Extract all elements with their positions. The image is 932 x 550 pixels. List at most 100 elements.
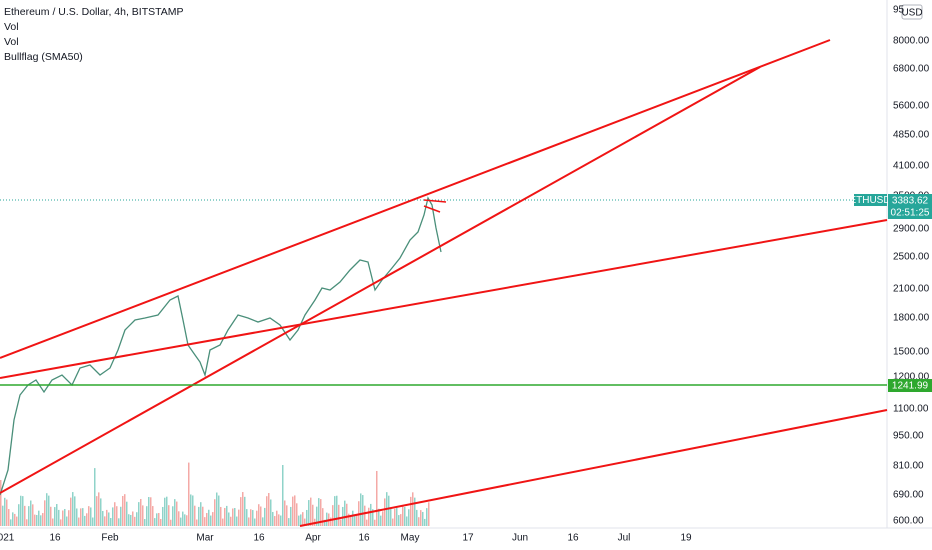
volume-bar [218, 495, 220, 526]
trend-line [0, 39, 831, 359]
volume-bar [230, 516, 232, 526]
volume-bar [318, 498, 320, 526]
volume-bar [88, 506, 90, 526]
volume-bar [14, 513, 16, 526]
volume-bar [102, 510, 104, 526]
volume-bar [112, 507, 114, 526]
price-tick-label: 1100.00 [893, 404, 929, 415]
volume-bar [254, 518, 256, 526]
volume-bar [264, 507, 266, 526]
volume-bar [66, 516, 68, 526]
flag [423, 205, 441, 213]
volume-bar [42, 513, 44, 526]
price-tick-label: 1800.00 [893, 313, 930, 324]
volume-bar [424, 518, 426, 526]
volume-bar [34, 514, 36, 526]
volume-bar [28, 506, 30, 526]
volume-bar [216, 492, 218, 526]
volume-bar [420, 510, 422, 526]
volume-bar [362, 495, 364, 526]
volume-bar [118, 518, 120, 526]
volume-bar [416, 509, 418, 526]
level-badge [888, 379, 932, 392]
volume-bar [134, 516, 136, 526]
volume-bar [192, 495, 194, 526]
volume-bar [114, 502, 116, 526]
price-tick-label: 4100.00 [893, 161, 930, 172]
volume-bar [240, 497, 242, 526]
volume-bar [6, 499, 8, 526]
volume-bar [288, 518, 290, 526]
volume-bar [124, 494, 126, 526]
volume-bar [168, 505, 170, 526]
volume-bar [252, 510, 254, 526]
volume-bar [56, 504, 58, 526]
volume-bar [248, 517, 250, 526]
volume-bar [180, 517, 182, 526]
volume-bar [232, 508, 234, 526]
price-tick-label: 600.00 [893, 516, 924, 527]
volume-bar [336, 495, 338, 526]
time-tick-label: Feb [101, 533, 119, 544]
volume-bar [184, 514, 186, 526]
volume-bar [78, 517, 80, 526]
volume-bar [418, 517, 420, 526]
volume-bar [170, 519, 172, 526]
price-tick-label: 690.00 [893, 490, 924, 501]
symbol-badge-text: ETHUSD [849, 195, 890, 206]
currency-box[interactable] [901, 4, 923, 20]
volume-bar [236, 516, 238, 526]
volume-bar [186, 515, 188, 526]
volume-bar [272, 511, 274, 526]
price-tick-label: 810.00 [893, 461, 924, 472]
volume-bar [120, 506, 122, 526]
volume-bar [286, 505, 288, 526]
volume-bar [122, 495, 124, 526]
volume-bar [294, 495, 296, 526]
volume-bar [162, 506, 164, 526]
volume-bar [224, 507, 226, 526]
volume-bar [214, 499, 216, 526]
volume-bar [2, 505, 4, 526]
volume-bar [16, 516, 18, 526]
volume-bar [48, 495, 50, 526]
volume-bar [52, 518, 54, 526]
volume-bar [144, 519, 146, 526]
volume-bar [398, 515, 400, 526]
volume-bar [384, 498, 386, 526]
volume-bar [194, 505, 196, 526]
volume-bar [140, 498, 142, 526]
volume-bar [408, 509, 410, 526]
volume-bar [210, 515, 212, 526]
volume-bar [374, 519, 376, 526]
volume-bar [344, 500, 346, 526]
price-tick-label: 2500.00 [893, 252, 930, 263]
price-tick-label: 1500.00 [893, 347, 930, 358]
volume-bar [104, 516, 106, 526]
volume-bar [156, 513, 158, 526]
volume-bar [276, 510, 278, 526]
volume-bar [12, 512, 14, 526]
volume-bar [280, 515, 282, 526]
flag [423, 199, 447, 203]
volume-bar [352, 510, 354, 526]
volume-bar [258, 504, 260, 526]
volume-bar [326, 512, 328, 526]
volume-bar [234, 508, 236, 526]
volume-bar [202, 506, 204, 526]
volume-bar [324, 519, 326, 526]
volume-bar [40, 515, 42, 526]
volume-bar [138, 502, 140, 526]
volume-bar [158, 512, 160, 526]
volume-bar [148, 497, 150, 526]
volume-bar [376, 470, 378, 526]
volume-bar [270, 499, 272, 526]
volume-bar [304, 518, 306, 526]
volume-bar [426, 508, 428, 526]
volume-bar [228, 512, 230, 526]
volume-bar [50, 506, 52, 526]
volume-bar [190, 494, 192, 526]
level-badge-text: 1241.99 [892, 381, 929, 392]
volume-bar [178, 511, 180, 526]
